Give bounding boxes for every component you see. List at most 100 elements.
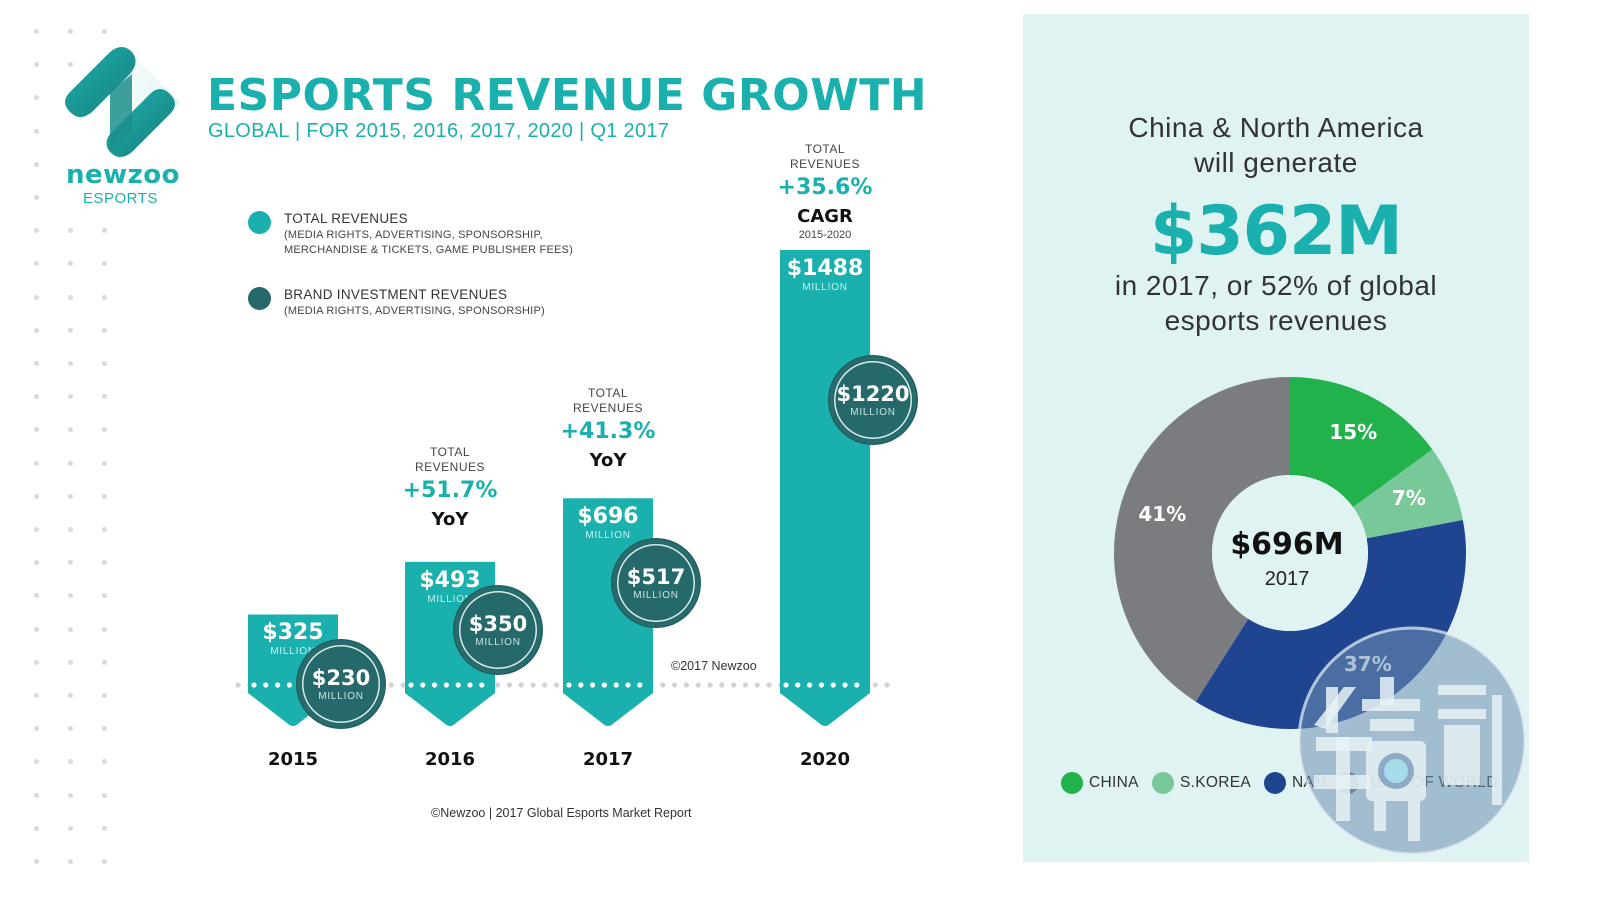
decor-dot xyxy=(102,859,107,864)
bar-total-value: $493 xyxy=(419,567,481,593)
decor-dot xyxy=(34,460,39,466)
baseline-dot xyxy=(731,682,737,688)
annotation-percent: +51.7% xyxy=(402,478,498,503)
annotation-label: TOTAL REVENUES xyxy=(572,386,644,415)
bar-baseline-dot xyxy=(286,682,292,688)
baseline-dot xyxy=(872,682,878,688)
decor-dot xyxy=(68,394,73,400)
bar-baseline-dot xyxy=(275,682,281,688)
decor-dot xyxy=(68,560,73,566)
donut-hole xyxy=(1212,475,1368,631)
annotation-kind: YoY xyxy=(589,450,627,471)
bar-unit-label: MILLION xyxy=(802,282,848,293)
legend-swatch-brand xyxy=(248,287,271,310)
decor-dot xyxy=(102,726,107,732)
annotation-percent: +35.6% xyxy=(777,175,873,200)
bar-baseline-dot xyxy=(578,682,584,688)
annotation-kind: YoY xyxy=(431,509,469,530)
decor-dot xyxy=(102,228,107,234)
donut-slice-label: 7% xyxy=(1391,486,1426,511)
bar-baseline-dot xyxy=(613,682,619,688)
bar-baseline-dot xyxy=(443,682,449,688)
decor-dot xyxy=(34,195,39,200)
legend-swatch xyxy=(1264,772,1286,794)
bubble-value: $230 xyxy=(311,666,371,690)
donut-slice-china xyxy=(1290,377,1433,508)
decor-dot xyxy=(34,593,39,599)
bar-unit-label: MILLION xyxy=(427,593,473,605)
bubble-unit-label: MILLION xyxy=(850,407,896,418)
decor-dot xyxy=(68,460,73,466)
bar-baseline-dot xyxy=(842,682,848,688)
footer-credit: ©Newzoo | 2017 Global Esports Market Rep… xyxy=(431,806,692,820)
newzoo-logo-icon xyxy=(62,44,180,160)
decor-dot xyxy=(68,659,73,665)
bar-baseline-dot xyxy=(625,682,631,688)
panel-line-4: esports revenues xyxy=(1164,305,1388,336)
bubble-unit-label: MILLION xyxy=(633,590,679,601)
donut-slice-label: 15% xyxy=(1329,419,1378,444)
bar-baseline-dot xyxy=(479,682,485,688)
baseline-dot xyxy=(542,682,548,688)
legend-description: (MEDIA RIGHTS, ADVERTISING, SPONSORSHIP,… xyxy=(284,229,573,256)
decor-dot xyxy=(102,394,107,400)
x-tick-label: 2020 xyxy=(799,749,851,770)
decor-dot xyxy=(34,327,39,333)
bar-total-label: $325 MILLION xyxy=(248,620,338,657)
bar-unit-label: MILLION xyxy=(270,646,316,658)
baseline-dot xyxy=(683,682,690,688)
bar-total-value: $325 xyxy=(262,620,324,646)
x-tick-label: 2016 xyxy=(424,749,476,770)
decor-dot xyxy=(68,759,73,765)
bar-baseline-dot xyxy=(807,682,813,688)
growth-annotation-2016: TOTAL REVENUES +51.7% YoY xyxy=(380,445,520,530)
logo-wordmark: newzoo xyxy=(66,160,181,190)
decor-dot xyxy=(68,228,73,234)
baseline-dot xyxy=(754,682,760,688)
page-subtitle: GLOBAL | FOR 2015, 2016, 2017, 2020 | Q1… xyxy=(208,120,670,142)
decor-dot xyxy=(68,294,73,300)
decor-dot xyxy=(34,294,39,300)
bar-baseline-dot xyxy=(432,682,438,688)
decor-dot xyxy=(34,361,39,366)
decor-dot xyxy=(102,29,107,34)
decor-dot xyxy=(68,327,73,333)
decor-dot xyxy=(34,95,39,101)
legend-swatch-total xyxy=(248,211,271,234)
bar-baseline-dot xyxy=(795,682,801,688)
bubble-brand-2017: $517 MILLION xyxy=(612,539,700,627)
decor-dot xyxy=(34,261,39,267)
bar-baseline-dot xyxy=(830,682,836,688)
bar-baseline-dot xyxy=(818,682,825,688)
decor-dot xyxy=(68,29,73,34)
decor-dot xyxy=(34,659,39,665)
panel-line-2: will generate xyxy=(1194,147,1358,178)
decor-dot xyxy=(34,62,39,68)
panel-intro: China & North America will generate xyxy=(1023,110,1529,180)
bar-total-2020 xyxy=(780,250,870,726)
decor-dot xyxy=(102,427,107,433)
baseline-dot xyxy=(400,682,406,688)
baseline-dot xyxy=(235,682,241,688)
decor-dot xyxy=(34,626,39,632)
legend-label: TOTAL REVENUES xyxy=(284,211,408,226)
decor-dot xyxy=(34,29,39,34)
decor-dot xyxy=(34,693,39,698)
panel-outro: in 2017, or 52% of global esports revenu… xyxy=(1023,268,1529,338)
decor-dot xyxy=(34,759,39,765)
baseline-dot xyxy=(695,682,701,688)
x-tick-label: 2015 xyxy=(267,749,319,770)
donut-center-value: $696M xyxy=(1230,527,1344,562)
decor-dot xyxy=(34,228,39,234)
decor-dot xyxy=(34,161,39,167)
bar-baseline-dot xyxy=(467,682,473,688)
annotation-kind: CAGR xyxy=(797,206,853,227)
donut-center-year: 2017 xyxy=(1264,568,1310,590)
page-title: ESPORTS REVENUE GROWTH xyxy=(207,70,928,121)
growth-annotation-2020: TOTAL REVENUES +35.6% CAGR 2015-2020 xyxy=(755,142,895,241)
baseline-dot xyxy=(719,682,725,688)
bar-baseline-dot xyxy=(783,682,789,688)
decor-dot xyxy=(102,759,107,765)
decor-dot xyxy=(102,792,107,798)
x-tick-label: 2017 xyxy=(582,749,634,770)
